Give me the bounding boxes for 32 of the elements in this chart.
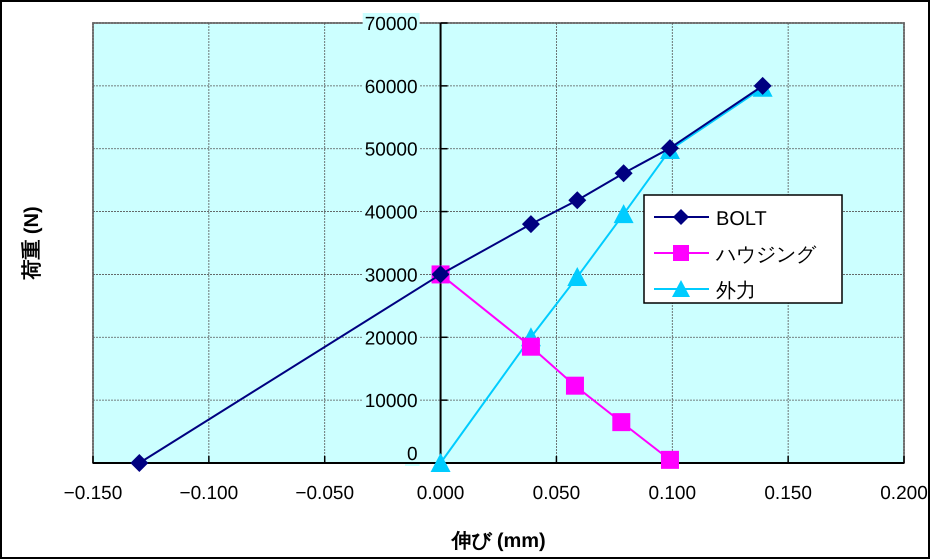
x-tick-label: 0.050 (532, 483, 580, 504)
point (566, 376, 584, 395)
y-tick-label: 20000 (364, 328, 418, 350)
y-tick-label: 30000 (364, 265, 418, 286)
y-tick-label: 0 (406, 444, 418, 465)
point (614, 204, 634, 224)
point (522, 338, 540, 356)
legend-label: ハウジング (715, 244, 817, 266)
x-tick-label: −0.050 (295, 483, 354, 504)
y-tick-label: 70000 (364, 14, 418, 35)
legend-label: 外力 (716, 280, 756, 302)
x-tick-label: 0.100 (648, 483, 696, 504)
x-tick-label: 0.150 (764, 483, 812, 504)
point (660, 450, 679, 469)
y-axis-title: 荷重 (N) (20, 206, 43, 281)
legend-label: BOLT (716, 208, 767, 230)
point (614, 164, 633, 182)
point (612, 413, 630, 432)
x-tick-label: −0.100 (180, 483, 238, 504)
x-axis-title: 伸び (mm) (450, 530, 546, 552)
point (567, 266, 588, 286)
point (430, 453, 451, 472)
point (522, 215, 540, 234)
point (568, 191, 586, 210)
y-tick-label: 50000 (364, 140, 418, 161)
point (130, 454, 148, 472)
x-tick-label: −0.150 (64, 483, 122, 504)
y-tick-label: 10000 (364, 391, 418, 412)
y-tick-label: 40000 (364, 202, 418, 224)
x-tick-label: 0.200 (880, 483, 928, 504)
x-tick-label: 0.000 (416, 483, 464, 504)
y-tick-label: 60000 (364, 76, 418, 98)
